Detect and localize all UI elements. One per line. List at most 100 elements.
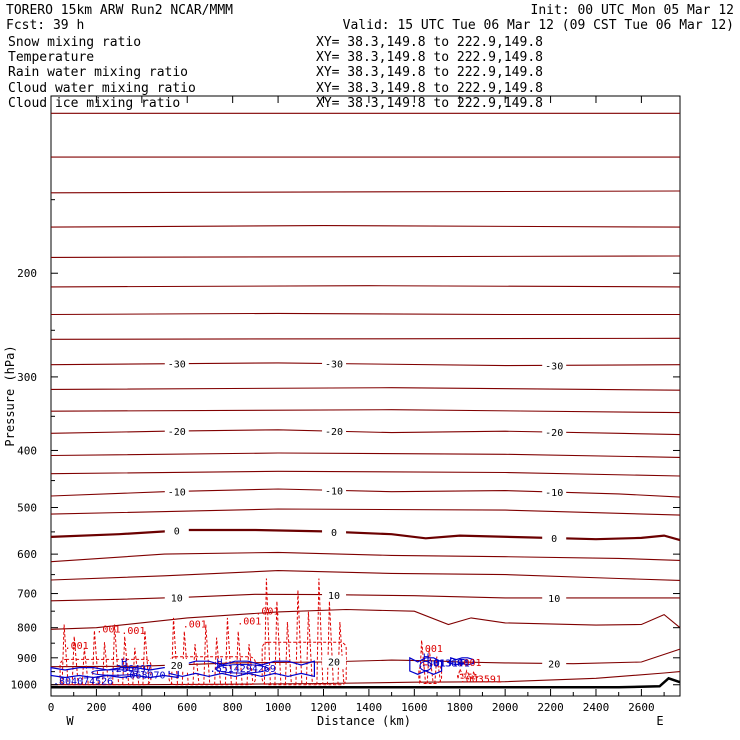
isotherm-label: 10	[328, 591, 340, 602]
west-end-label: W	[66, 714, 74, 728]
isotherm-label: 20	[548, 659, 560, 670]
rain-water-label: .001	[457, 658, 481, 669]
x-tick-label: 1400	[356, 701, 383, 714]
rain-water-contour	[263, 578, 345, 685]
isotherm-label: 10	[171, 594, 183, 605]
isotherm-label: -30	[545, 361, 563, 372]
isotherm-line	[50, 409, 681, 414]
x-axis-title: Distance (km)	[317, 714, 411, 728]
rain-water-label: .001	[65, 641, 89, 652]
rain-water-contour	[171, 617, 254, 685]
isotherm-label: 20	[328, 658, 340, 669]
cloud-water-inner-contour	[215, 664, 269, 674]
cloud-water-label: H	[423, 653, 429, 664]
terrain-line	[51, 676, 681, 689]
legend-snow-label: Snow mixing ratio	[8, 35, 141, 50]
rain-water-label: .001	[255, 607, 279, 618]
isotherm-line	[50, 608, 681, 630]
y-tick-label: 800	[17, 622, 37, 635]
isotherm-line	[51, 671, 681, 686]
rain-water-contour	[61, 624, 150, 685]
isotherm-label-mask	[164, 357, 189, 370]
forecast-hour: Fcst: 39 h	[6, 18, 84, 33]
rain-water-label: .001	[419, 644, 443, 655]
isotherm-label: -30	[168, 360, 186, 371]
x-tick-label: 1200	[310, 701, 337, 714]
isotherm-line	[50, 337, 681, 340]
isotherm-line	[50, 508, 681, 516]
isotherm-label-mask	[322, 525, 347, 538]
isotherm-label: -10	[168, 487, 186, 498]
isotherm-label-mask	[542, 657, 567, 670]
rain-water-envelope	[456, 673, 479, 679]
rain-water-label: .003591	[460, 675, 502, 686]
isotherm-label-mask	[164, 591, 189, 604]
cloud-water-label: H	[121, 658, 127, 669]
isotherm-label-mask	[322, 425, 347, 438]
x-tick-label: 1000	[265, 701, 292, 714]
cloud-water-inner-contour	[91, 669, 138, 676]
x-tick-label: 2000	[492, 701, 519, 714]
isotherm-label: 0	[174, 527, 180, 538]
isotherm-line	[50, 551, 681, 563]
cloud-water-label: .068070	[123, 670, 165, 681]
isotherm-label: -20	[168, 427, 186, 438]
x-tick-label: 2600	[628, 701, 655, 714]
isotherm-line	[50, 225, 681, 228]
cloud-water-label: .001360	[421, 659, 463, 670]
cloud-water-contour	[409, 656, 443, 675]
field-legend: Snow mixing ratio XY= 38.3,149.8 to 222.…	[8, 35, 543, 111]
isotherm-label-mask	[542, 532, 567, 545]
isotherm-line	[50, 470, 681, 477]
legend-rain-label: Rain water mixing ratio	[8, 65, 188, 80]
x-tick-label: 400	[132, 701, 152, 714]
isotherm-label-mask	[164, 485, 189, 498]
isotherm-label: 20	[171, 661, 183, 672]
isotherm-label-mask	[542, 591, 567, 604]
isotherm-label: 0	[331, 528, 337, 539]
legend-temperature-label: Temperature	[8, 50, 94, 65]
cloud-water-contour	[450, 656, 474, 666]
isotherm-label-mask	[164, 524, 189, 537]
cloud-water-contour	[168, 660, 315, 678]
isotherm-label-mask	[542, 486, 567, 499]
x-axis: 0 200 400 600 800 1000 1200 1400 1600 1800 2000 220…	[48, 96, 665, 714]
isotherm-label-mask	[322, 588, 347, 601]
isotherm-label-mask	[322, 484, 347, 497]
isotherm-label-mask	[164, 658, 189, 671]
y-tick-label: 500	[17, 502, 37, 515]
y-tick-label: 600	[17, 548, 37, 561]
isotherm-label: -20	[545, 428, 563, 439]
x-tick-label: 2200	[537, 701, 564, 714]
cloud-water-label: H	[216, 658, 222, 669]
cloud-water-inner-contour	[457, 658, 467, 664]
legend-cloud-ice-xy: XY= 38.3,149.8 to 222.9,149.8	[316, 96, 543, 111]
rain-water-envelope	[418, 664, 443, 684]
legend-rain-xy: XY= 38.3,149.8 to 222.9,149.8	[316, 65, 543, 80]
x-tick-label: 1800	[446, 701, 473, 714]
rain-water-contour	[457, 667, 478, 679]
isotherm-label-mask	[164, 425, 189, 438]
legend-cloud-water-label: Cloud water mixing ratio	[8, 81, 196, 96]
y-tick-label: 300	[17, 371, 37, 384]
isotherm-label-mask	[542, 426, 567, 439]
isotherm-line	[50, 190, 681, 194]
y-tick-label: 200	[17, 267, 37, 280]
east-end-label: E	[656, 714, 663, 728]
isotherm-line	[50, 285, 681, 288]
isotherm-label-mask	[322, 655, 347, 668]
cloud-water-label: .804074526	[53, 677, 113, 688]
y-tick-label: 700	[17, 588, 37, 601]
isotherm-line	[50, 387, 681, 391]
x-tick-label: 600	[177, 701, 197, 714]
isotherm-line	[50, 312, 680, 316]
cloud-water-label: .013141	[428, 659, 470, 670]
y-tick-label: 900	[17, 652, 37, 665]
rain-water-envelope	[59, 658, 152, 686]
cloud-water-label: .286497	[110, 664, 152, 675]
y-axis-title: Pressure (hPa)	[3, 345, 17, 446]
isotherm-line	[50, 255, 681, 258]
rain-water-envelope	[261, 641, 347, 686]
